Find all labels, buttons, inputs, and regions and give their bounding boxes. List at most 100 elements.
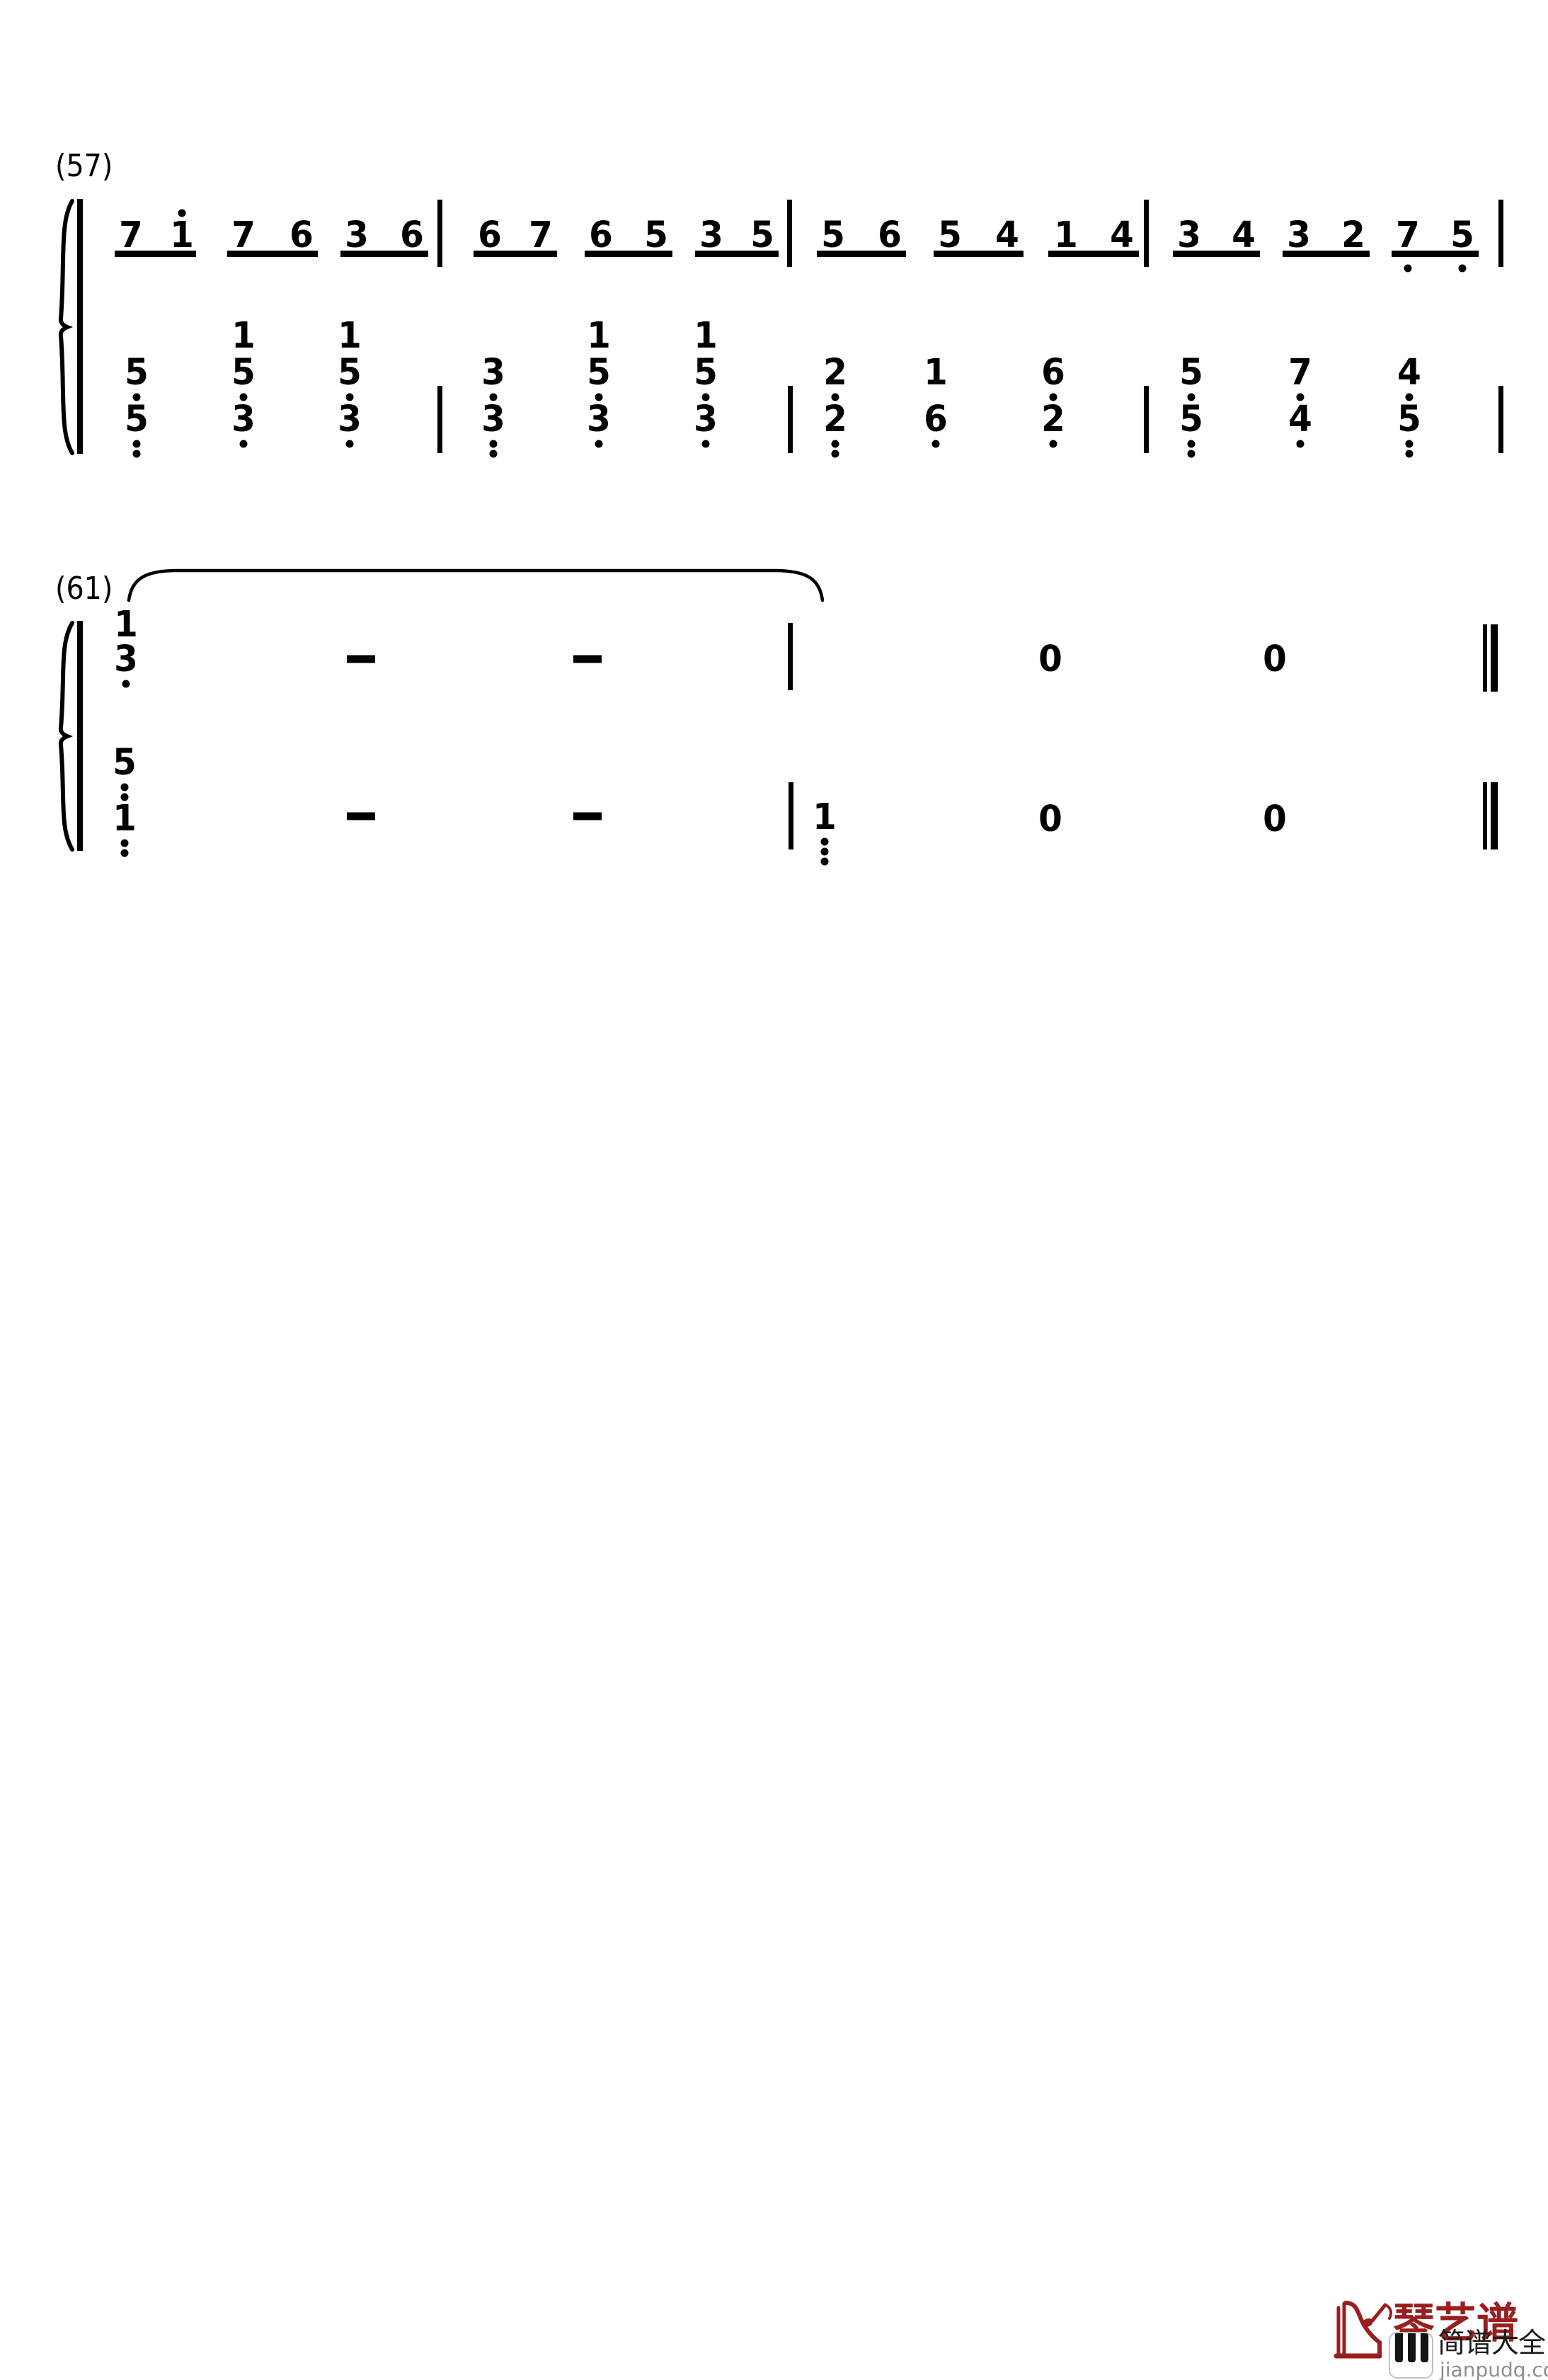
note-digit: 7	[231, 214, 256, 256]
note-digit: 5	[338, 352, 362, 394]
black-key-icon	[1421, 2333, 1428, 2362]
note-digit: 4	[1397, 352, 1421, 394]
octave-dot	[701, 440, 710, 448]
note-digit: 5	[821, 214, 845, 256]
note-digit: 7	[1396, 214, 1420, 256]
eighth-beam	[817, 251, 906, 257]
note-digit: 5	[938, 214, 962, 256]
duration-dash	[347, 812, 375, 820]
eighth-beam	[1048, 251, 1139, 257]
note-digit: 2	[823, 399, 847, 440]
note-digit: 5	[113, 742, 137, 784]
note-digit: 3	[587, 399, 611, 440]
note-digit: 2	[1041, 399, 1065, 440]
duration-dash	[347, 655, 375, 663]
octave-dot	[820, 857, 829, 866]
note-digit: 7	[529, 214, 553, 256]
eighth-beam	[1283, 251, 1370, 257]
measure-number-label: (57)	[55, 148, 113, 184]
note-digit: 1	[694, 315, 718, 357]
note-digit: 5	[125, 399, 149, 440]
note-digit: 5	[1179, 399, 1203, 440]
note-digit: 7	[119, 214, 143, 256]
tie-slur	[127, 568, 825, 602]
rest-zero: 0	[1263, 799, 1287, 840]
octave-dot	[120, 793, 129, 801]
octave-dot	[1458, 264, 1467, 273]
octave-dot	[489, 393, 498, 401]
octave-dot	[1296, 393, 1305, 401]
note-digit: 3	[481, 399, 505, 440]
octave-dot	[831, 393, 839, 401]
octave-dot	[345, 440, 354, 448]
octave-dot	[831, 440, 839, 448]
site-url-text: jianpudq.com	[1440, 2358, 1548, 2380]
final-barline-thick	[1491, 782, 1498, 849]
eighth-beam	[695, 251, 779, 257]
final-barline-thin	[1483, 782, 1487, 849]
note-digit: 5	[694, 352, 718, 394]
octave-dot	[132, 440, 141, 448]
note-digit: 1	[813, 796, 837, 838]
octave-dot	[1187, 450, 1196, 458]
note-digit: 1	[338, 315, 362, 357]
note-digit: 3	[481, 352, 505, 394]
black-key-icon	[1395, 2333, 1403, 2362]
note-digit: 5	[125, 352, 149, 394]
octave-dot	[489, 450, 498, 458]
eighth-beam	[115, 251, 196, 257]
barline	[1498, 200, 1503, 267]
note-digit: 2	[823, 352, 847, 394]
octave-dot	[595, 440, 603, 448]
note-digit: 1	[114, 604, 138, 646]
octave-dot	[132, 450, 141, 458]
octave-dot	[345, 393, 354, 401]
octave-dot	[820, 837, 829, 846]
system-brace	[58, 621, 74, 852]
note-digit: 3	[1177, 214, 1201, 256]
octave-dot	[1404, 264, 1412, 273]
octave-dot	[1405, 393, 1414, 401]
note-digit: 1	[1054, 214, 1078, 256]
octave-dot	[1405, 440, 1414, 448]
note-digit: 5	[1179, 352, 1203, 394]
note-digit: 6	[400, 214, 424, 256]
system-brace	[58, 199, 74, 455]
note-digit: 1	[170, 214, 194, 256]
note-digit: 5	[231, 352, 256, 394]
eighth-beam	[227, 251, 318, 257]
eighth-beam	[934, 251, 1024, 257]
octave-dot	[1049, 440, 1057, 448]
octave-dot	[1187, 393, 1196, 401]
system-start-barline	[77, 199, 83, 454]
barline	[437, 200, 442, 267]
octave-dot	[831, 450, 839, 458]
octave-dot	[820, 847, 829, 856]
barline	[787, 200, 792, 267]
note-digit: 5	[644, 214, 668, 256]
octave-dot	[701, 393, 710, 401]
barline	[437, 386, 442, 453]
barline	[788, 386, 793, 453]
octave-dot	[178, 209, 186, 217]
note-digit: 5	[587, 352, 611, 394]
octave-dot	[1049, 393, 1057, 401]
note-digit: 5	[1450, 214, 1474, 256]
rest-zero: 0	[1038, 639, 1062, 680]
eighth-beam	[585, 251, 672, 257]
octave-dot	[1405, 450, 1414, 458]
note-digit: 4	[1232, 214, 1256, 256]
eighth-beam	[1173, 251, 1260, 257]
octave-dot	[1296, 440, 1305, 448]
black-key-icon	[1408, 2333, 1416, 2362]
eighth-beam	[1392, 251, 1479, 257]
note-digit: 4	[1110, 214, 1134, 256]
note-digit: 6	[589, 214, 613, 256]
barline	[1498, 386, 1503, 453]
note-digit: 3	[345, 214, 369, 256]
octave-dot	[931, 440, 940, 448]
note-digit: 5	[750, 214, 774, 256]
note-digit: 3	[1287, 214, 1311, 256]
note-digit: 5	[1397, 399, 1421, 440]
